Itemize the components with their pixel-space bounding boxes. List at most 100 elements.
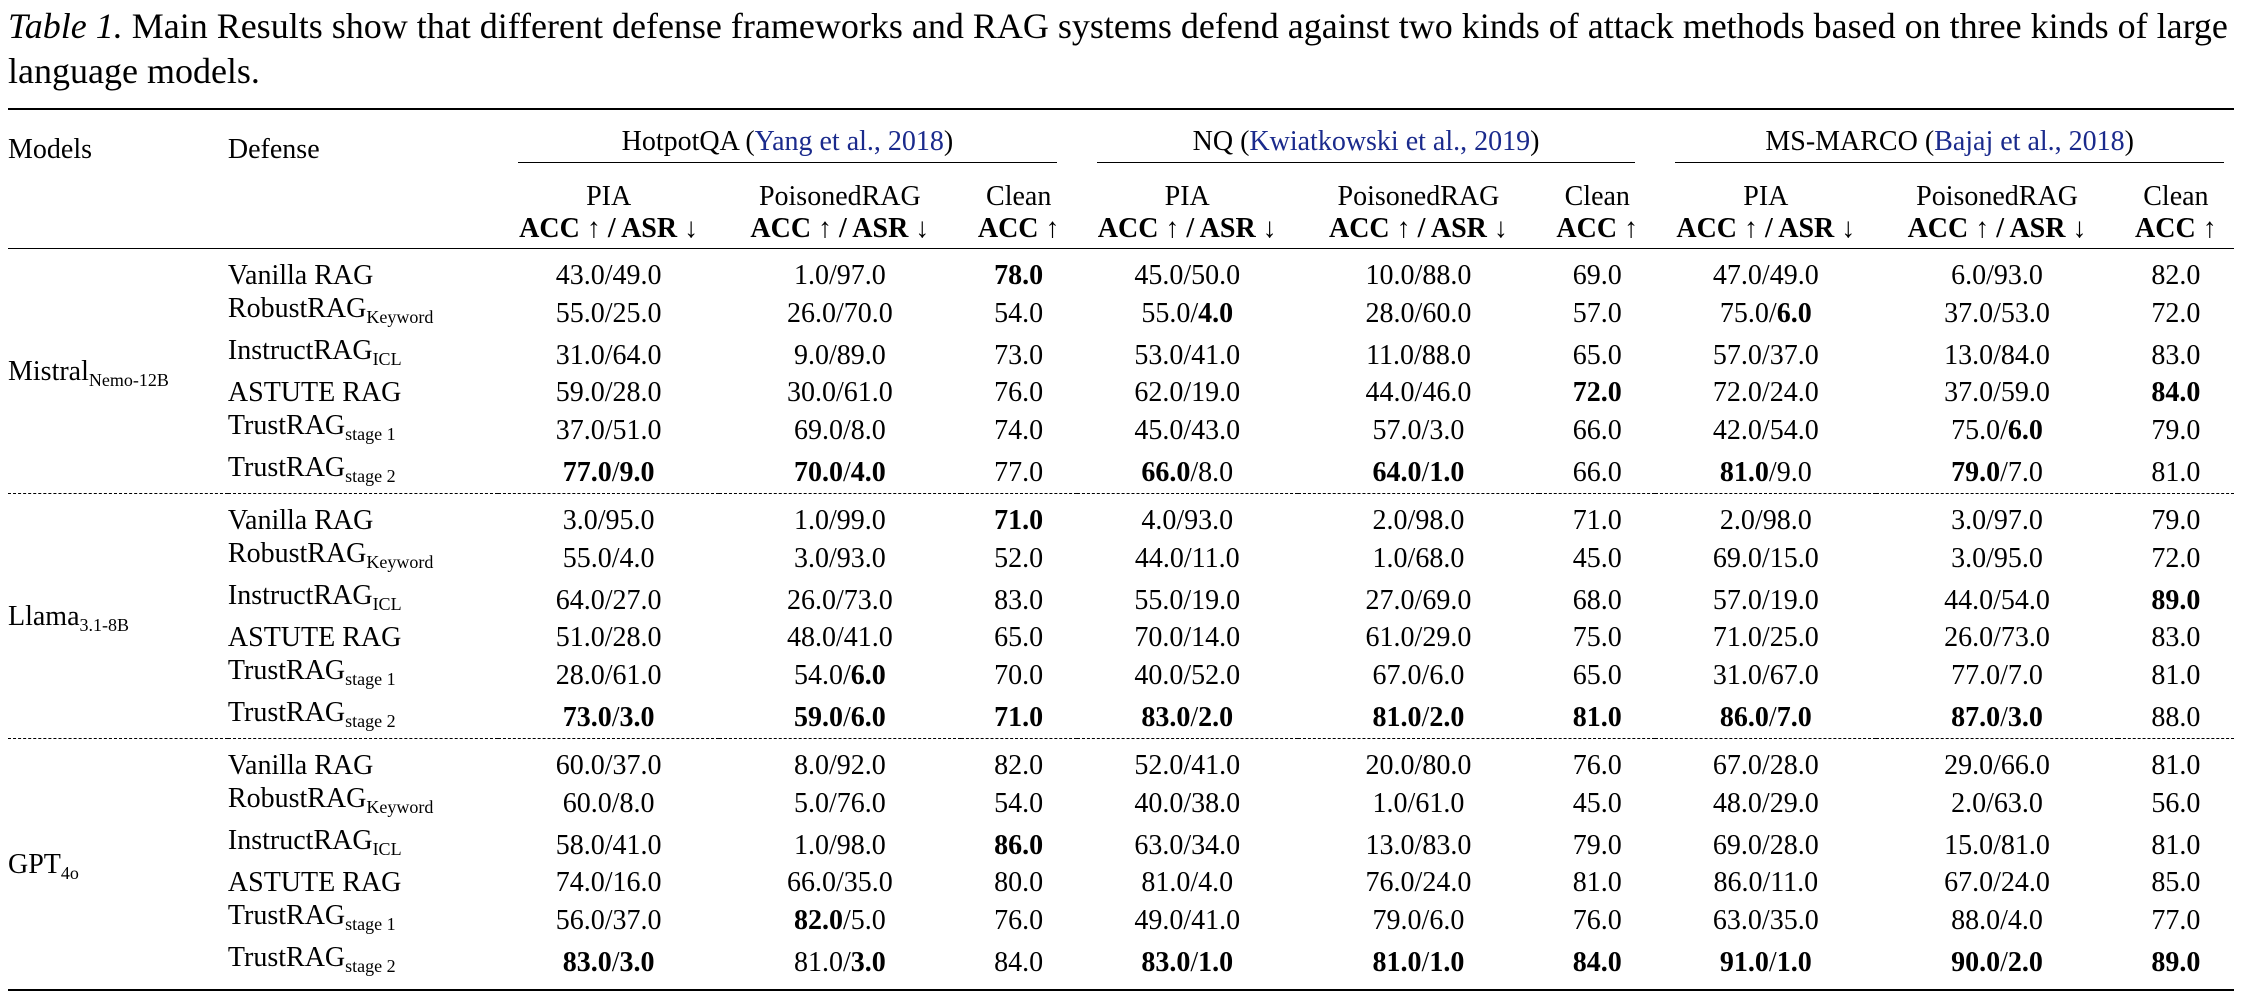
caption-label: Table 1. <box>8 6 123 46</box>
result-cell: 76.0 <box>994 377 1044 408</box>
result-cell: 8.0/92.0 <box>793 750 886 781</box>
result-cell: 31.0/64.0 <box>555 339 662 371</box>
model-name: Llama3.1-8B <box>8 493 228 739</box>
defense-name: Vanilla RAG <box>227 260 374 291</box>
defense-name: Vanilla RAG <box>227 505 374 536</box>
result-cell: 63.0/35.0 <box>1712 904 1819 936</box>
result-cell: 69.0/8.0 <box>793 414 886 446</box>
result-cell: 63.0/34.0 <box>1134 829 1241 861</box>
table-row: RobustRAGKeyword 55.0/25.0 26.0/70.0 54.0 55… <box>8 292 2234 334</box>
result-cell: 28.0/60.0 <box>1365 297 1472 329</box>
caption-text: Main Results show that different defense… <box>8 6 2228 91</box>
table-row: Llama3.1-8B Vanilla RAG 3.0/95.0 1.0/99.0 71… <box>8 493 2234 739</box>
result-cell: 70.0/14.0 <box>1134 622 1241 653</box>
result-cell: 75.0 <box>1572 622 1622 653</box>
result-cell: 70.0/4.0 <box>719 451 961 494</box>
model-name: GPT4o <box>8 738 228 991</box>
result-cell: 77.0/9.0 <box>498 451 720 494</box>
metric-header-clean: Clean ACC ↑ <box>960 178 1077 249</box>
result-cell: 57.0 <box>1572 297 1622 329</box>
table-row: TrustRAGstage 2 77.0/9.0 70.0/4.0 77.0 66.0/… <box>8 451 2234 494</box>
header-blank <box>227 178 499 249</box>
defense-name: ASTUTE RAG <box>227 377 402 408</box>
table-row: InstructRAGICL 31.0/64.0 9.0/89.0 73.0 53.0/… <box>8 334 2234 376</box>
result-cell: 86.0/7.0 <box>1655 696 1877 739</box>
result-cell: 48.0/29.0 <box>1712 787 1819 819</box>
result-cell: 1.0/99.0 <box>793 505 886 536</box>
header-row-metrics: PIA ACC ↑ / ASR ↓ PoisonedRAG ACC ↑ / ASR ↓… <box>8 178 2234 249</box>
result-cell: 57.0/3.0 <box>1372 414 1465 446</box>
result-cell: 65.0 <box>1572 659 1622 691</box>
metric-header-clean: Clean ACC ↑ <box>1539 178 1656 249</box>
table-row: ASTUTE RAG 51.0/28.0 48.0/41.0 65.0 70.0/14.… <box>8 621 2234 654</box>
result-cell: 66.0 <box>1539 451 1656 494</box>
defense-name: TrustRAGstage 2 <box>227 941 499 991</box>
result-cell: 2.0/98.0 <box>1719 505 1812 536</box>
result-cell: 84.0 <box>1539 941 1656 991</box>
result-cell: 65.0 <box>994 622 1044 653</box>
table-row: TrustRAGstage 1 37.0/51.0 69.0/8.0 74.0 45.0… <box>8 409 2234 451</box>
header-blank <box>8 178 228 249</box>
result-cell: 1.0/98.0 <box>793 829 886 861</box>
result-cell: 71.0 <box>994 505 1044 536</box>
result-cell: 82.0/5.0 <box>793 904 886 936</box>
result-cell: 40.0/38.0 <box>1134 787 1241 819</box>
table-row: InstructRAGICL 58.0/41.0 1.0/98.0 86.0 63.0/… <box>8 824 2234 866</box>
result-cell: 71.0/25.0 <box>1712 622 1819 653</box>
table-row: TrustRAGstage 2 83.0/3.0 81.0/3.0 84.0 83.0/… <box>8 941 2234 991</box>
result-cell: 84.0 <box>960 941 1077 991</box>
result-cell: 81.0/1.0 <box>1297 941 1540 991</box>
result-cell: 81.0 <box>1539 696 1656 739</box>
defense-name: InstructRAGICL <box>227 335 402 369</box>
result-cell: 83.0 <box>994 584 1044 616</box>
result-cell: 13.0/83.0 <box>1365 829 1472 861</box>
result-cell: 29.0/66.0 <box>1944 750 2050 781</box>
result-cell: 3.0/95.0 <box>1951 542 2043 574</box>
result-cell: 47.0/49.0 <box>1712 260 1819 291</box>
citation-link[interactable]: Bajaj et al., 2018 <box>1934 125 2125 157</box>
result-cell: 27.0/69.0 <box>1365 584 1472 616</box>
defense-name: TrustRAGstage 1 <box>227 410 396 444</box>
metric-header-poisoned: PoisonedRAG ACC ↑ / ASR ↓ <box>1876 178 2118 249</box>
result-cell: 43.0/49.0 <box>555 260 662 291</box>
defense-name: RobustRAGKeyword <box>227 783 434 817</box>
result-cell: 74.0/16.0 <box>555 867 662 898</box>
result-cell: 53.0/41.0 <box>1134 339 1241 371</box>
result-cell: 57.0/19.0 <box>1712 584 1819 616</box>
dataset-msmarco: MS-MARCO (Bajaj et al., 2018) <box>1655 108 2234 178</box>
result-cell: 55.0/4.0 <box>562 542 655 574</box>
result-cell: 71.0 <box>960 696 1077 739</box>
result-cell: 37.0/53.0 <box>1944 297 2050 329</box>
result-cell: 28.0/61.0 <box>555 659 662 691</box>
table-caption: Table 1. Main Results show that differen… <box>8 4 2234 94</box>
result-cell: 81.0/3.0 <box>719 941 961 991</box>
result-cell: 56.0/37.0 <box>555 904 662 936</box>
result-cell: 78.0 <box>994 260 1044 291</box>
result-cell: 13.0/84.0 <box>1944 339 2050 371</box>
result-cell: 81.0 <box>2117 451 2234 494</box>
result-cell: 69.0/15.0 <box>1712 542 1819 574</box>
result-cell: 10.0/88.0 <box>1365 260 1472 291</box>
result-cell: 66.0/35.0 <box>786 867 893 898</box>
metric-header-clean: Clean ACC ↑ <box>2117 178 2234 249</box>
defense-name: TrustRAGstage 2 <box>227 451 499 494</box>
result-cell: 61.0/29.0 <box>1365 622 1472 653</box>
result-cell: 59.0/6.0 <box>719 696 961 739</box>
citation-link[interactable]: Kwiatkowski et al., 2019 <box>1249 125 1531 157</box>
result-cell: 82.0 <box>994 750 1044 781</box>
result-cell: 55.0/25.0 <box>555 297 662 329</box>
result-cell: 76.0 <box>1572 750 1622 781</box>
result-cell: 81.0 <box>1572 867 1622 898</box>
table-row: TrustRAGstage 2 73.0/3.0 59.0/6.0 71.0 83.0/… <box>8 696 2234 739</box>
result-cell: 65.0 <box>1572 339 1622 371</box>
result-cell: 76.0 <box>994 904 1044 936</box>
result-cell: 60.0/8.0 <box>562 787 655 819</box>
result-cell: 60.0/37.0 <box>555 750 662 781</box>
table-row: RobustRAGKeyword 55.0/4.0 3.0/93.0 52.0 44.0… <box>8 537 2234 579</box>
table-row: RobustRAGKeyword 60.0/8.0 5.0/76.0 54.0 40.0… <box>8 782 2234 824</box>
metric-header-pia: PIA ACC ↑ / ASR ↓ <box>498 178 720 249</box>
result-cell: 30.0/61.0 <box>786 377 893 408</box>
result-cell: 74.0 <box>994 414 1044 446</box>
result-cell: 45.0/43.0 <box>1134 414 1241 446</box>
citation-link[interactable]: Yang et al., 2018 <box>754 125 944 157</box>
